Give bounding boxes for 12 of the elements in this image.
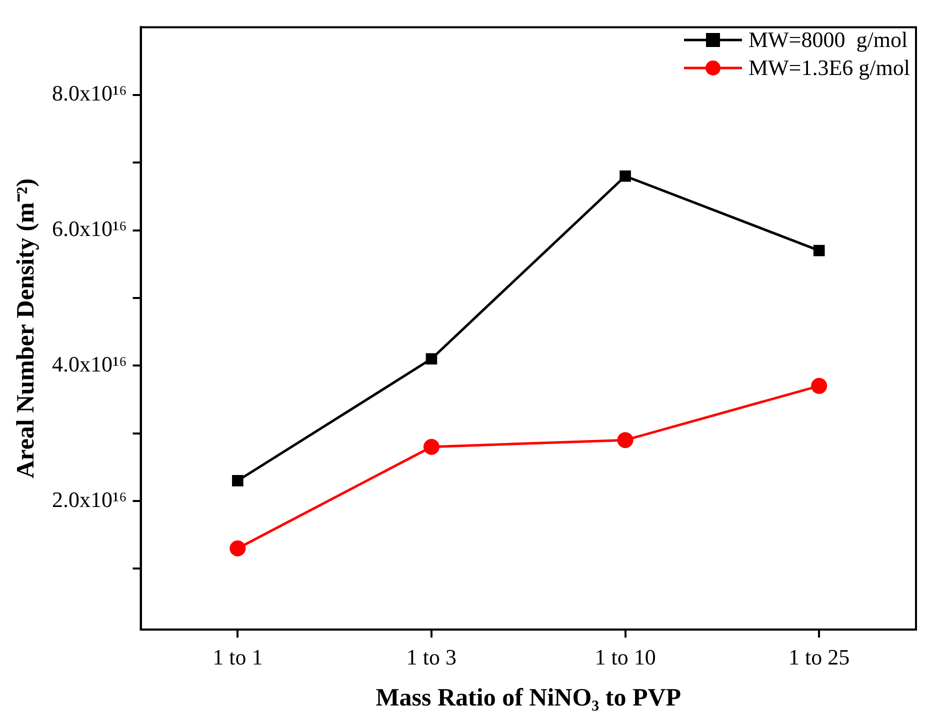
y-axis-title: Areal Number Density (m⁻²) (12, 178, 40, 478)
y-tick-label: 2.0x10¹⁶ (52, 486, 127, 512)
y-tick-label: 6.0x10¹⁶ (52, 216, 127, 242)
x-tick-label: 1 to 1 (212, 644, 263, 670)
y-tick-label: 4.0x10¹⁶ (52, 351, 127, 376)
x-tick-label: 1 to 10 (594, 644, 656, 670)
legend-label: MW=1.3E6 g/mol (748, 54, 910, 82)
x-axis-title: Mass Ratio of NiNO₃ to PVP (376, 684, 682, 712)
y-tick-label: 8.0x10¹⁶ (52, 80, 127, 106)
x-tick-label: 1 to 3 (406, 644, 457, 670)
legend-label: MW=8000 g/mol (748, 26, 908, 54)
x-tick-label: 1 to 25 (788, 644, 850, 670)
